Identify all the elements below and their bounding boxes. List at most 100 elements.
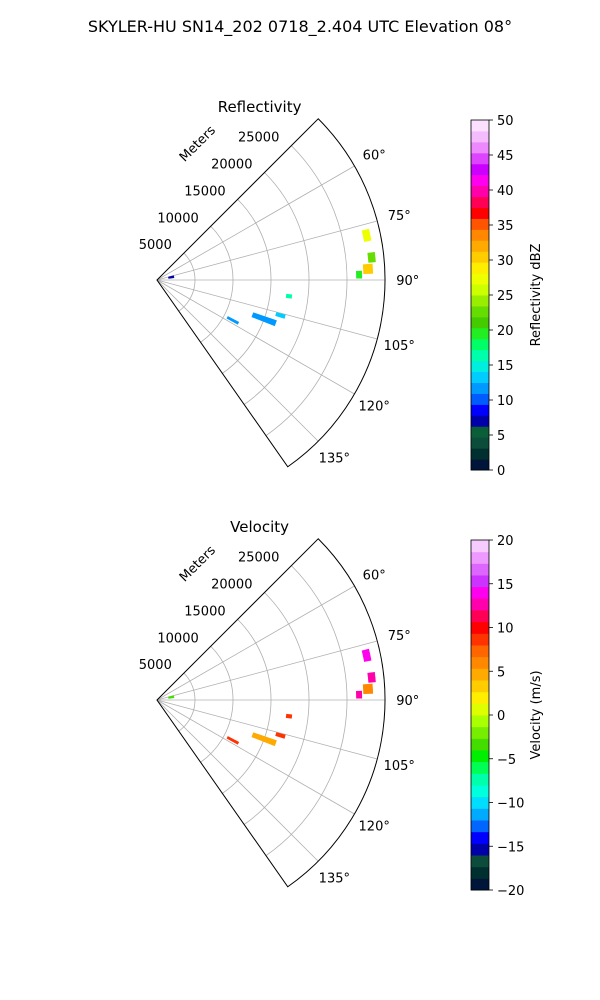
colorbar-swatch <box>471 207 489 219</box>
colorbar-swatch <box>471 575 489 588</box>
colorbar-swatch <box>471 586 489 599</box>
data-cell <box>355 270 363 279</box>
panel-title: Velocity <box>230 518 289 536</box>
radial-tick-label: 25000 <box>238 131 279 146</box>
data-cell <box>361 648 372 662</box>
colorbar-tick-label: 40 <box>497 184 514 199</box>
colorbar-swatch <box>471 598 489 611</box>
radial-tick-label: 10000 <box>157 211 198 226</box>
colorbar-tick-label: 30 <box>497 254 514 269</box>
colorbar-swatch <box>471 327 489 340</box>
colorbar-swatch <box>471 785 489 798</box>
colorbar-label: Reflectivity dBZ <box>529 244 544 347</box>
colorbar-swatch <box>471 174 489 187</box>
radial-tick-label: 15000 <box>184 184 225 199</box>
angle-tick-label: 75° <box>388 209 411 224</box>
data-cell <box>275 312 286 319</box>
colorbar-swatch <box>471 540 489 553</box>
data-cell <box>355 690 363 699</box>
colorbar-swatch <box>471 563 489 576</box>
radial-grid-arc <box>243 172 310 405</box>
radial-grid-arc <box>243 592 310 825</box>
radial-grid-arc <box>222 199 272 374</box>
colorbar-swatch <box>471 633 489 646</box>
colorbar-swatch <box>471 855 489 868</box>
panel-title: Reflectivity <box>218 98 302 116</box>
colorbar-tick-label: 45 <box>497 149 514 164</box>
colorbar-swatch <box>471 152 489 165</box>
angle-tick-label: 135° <box>319 451 350 466</box>
colorbar-swatch <box>471 668 489 681</box>
radial-grid-arc <box>265 565 348 856</box>
colorbar-swatch <box>471 240 489 252</box>
angular-grid-line <box>156 279 378 340</box>
colorbar-swatch <box>471 878 489 891</box>
colorbar-swatch <box>471 141 489 154</box>
colorbar-swatch <box>471 371 489 383</box>
colorbar-swatch <box>471 185 489 198</box>
colorbar-label: Velocity (m/s) <box>529 670 544 759</box>
colorbar-swatch <box>471 738 489 751</box>
radial-tick-label: 5000 <box>139 238 172 253</box>
colorbar-swatch <box>471 820 489 833</box>
data-cell <box>362 263 374 274</box>
colorbar-swatch <box>471 229 489 241</box>
radial-grid-arc <box>178 252 196 312</box>
angular-grid-line <box>156 279 355 395</box>
colorbar-swatch <box>471 295 489 307</box>
polar-frame <box>156 118 386 468</box>
data-cell <box>367 251 376 263</box>
colorbar-swatch <box>471 316 489 329</box>
angular-grid-line <box>156 640 378 701</box>
data-cell <box>285 713 293 719</box>
colorbar-tick-label: 20 <box>497 324 514 339</box>
colorbar-swatch <box>471 656 489 669</box>
reflectivity-panel: Reflectivity500010000150002000025000Mete… <box>139 98 544 479</box>
data-cell <box>367 671 376 683</box>
colorbar-tick-label: −20 <box>497 884 524 899</box>
colorbar-swatch <box>471 459 489 471</box>
radial-grid-arc <box>265 145 348 436</box>
angular-grid-line <box>156 279 319 442</box>
data-cell <box>361 228 372 242</box>
angle-tick-label: 75° <box>388 629 411 644</box>
colorbar-swatch <box>471 843 489 856</box>
angle-tick-label: 90° <box>396 694 419 709</box>
angle-tick-label: 120° <box>359 819 390 834</box>
colorbar-swatch <box>471 773 489 786</box>
colorbar-swatch <box>471 218 489 230</box>
angular-grid-line <box>156 585 355 701</box>
colorbar-swatch <box>471 284 489 296</box>
colorbar-swatch <box>471 163 489 176</box>
colorbar-swatch <box>471 621 489 634</box>
colorbar-tick-label: 5 <box>497 665 505 680</box>
radial-grid-arc <box>222 619 272 794</box>
angle-tick-label: 105° <box>384 339 415 354</box>
data-cell <box>285 293 293 299</box>
data-cell <box>168 275 175 279</box>
angular-grid-line <box>156 699 355 815</box>
colorbar-swatch <box>471 120 489 132</box>
data-cell <box>168 695 175 699</box>
colorbar-swatch <box>471 715 489 728</box>
colorbar-swatch <box>471 349 489 362</box>
colorbar-tick-label: 10 <box>497 394 514 409</box>
radial-tick-label: 20000 <box>211 158 252 173</box>
radial-tick-label: 20000 <box>211 578 252 593</box>
colorbar-swatch <box>471 382 489 394</box>
data-cell <box>226 736 240 745</box>
colorbar-swatch <box>471 645 489 658</box>
colorbar-tick-label: 25 <box>497 289 514 304</box>
colorbar-swatch <box>471 415 489 427</box>
colorbar-swatch <box>471 426 489 438</box>
colorbar-tick-label: 15 <box>497 578 514 593</box>
polar-frame <box>156 538 386 888</box>
data-cell <box>226 316 240 325</box>
angle-tick-label: 60° <box>363 149 386 164</box>
colorbar-tick-label: 20 <box>497 534 514 549</box>
angular-grid-line <box>156 699 319 862</box>
colorbar-tick-label: −5 <box>497 753 516 768</box>
colorbar-swatch <box>471 750 489 763</box>
colorbar-swatch <box>471 761 489 774</box>
colorbar-tick-label: −15 <box>497 840 524 855</box>
